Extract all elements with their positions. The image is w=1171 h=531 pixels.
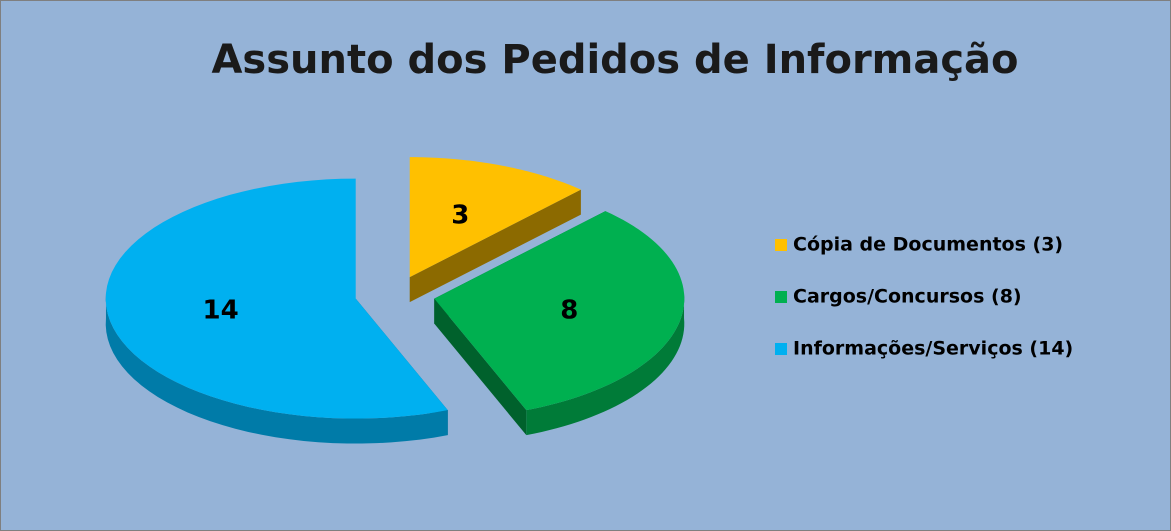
legend-label: Cópia de Documentos (3) [793, 234, 1063, 256]
slice-side [526, 293, 685, 436]
legend-label: Informações/Serviços (14) [793, 338, 1073, 360]
chart-title: Assunto dos Pedidos de Informação [211, 37, 1018, 83]
data-label: 14 [203, 295, 239, 325]
legend-label: Cargos/Concursos (8) [793, 286, 1022, 308]
legend-swatch [775, 239, 787, 251]
legend-swatch [775, 343, 787, 355]
data-label: 8 [560, 295, 578, 325]
slice-wall [409, 189, 581, 303]
slice-side [105, 293, 448, 444]
slice-wall [434, 298, 527, 436]
legend-swatch [775, 291, 787, 303]
pie-slice [105, 178, 448, 419]
pie-slice [409, 157, 581, 278]
pie-slice [434, 211, 685, 411]
data-label: 3 [451, 200, 469, 230]
